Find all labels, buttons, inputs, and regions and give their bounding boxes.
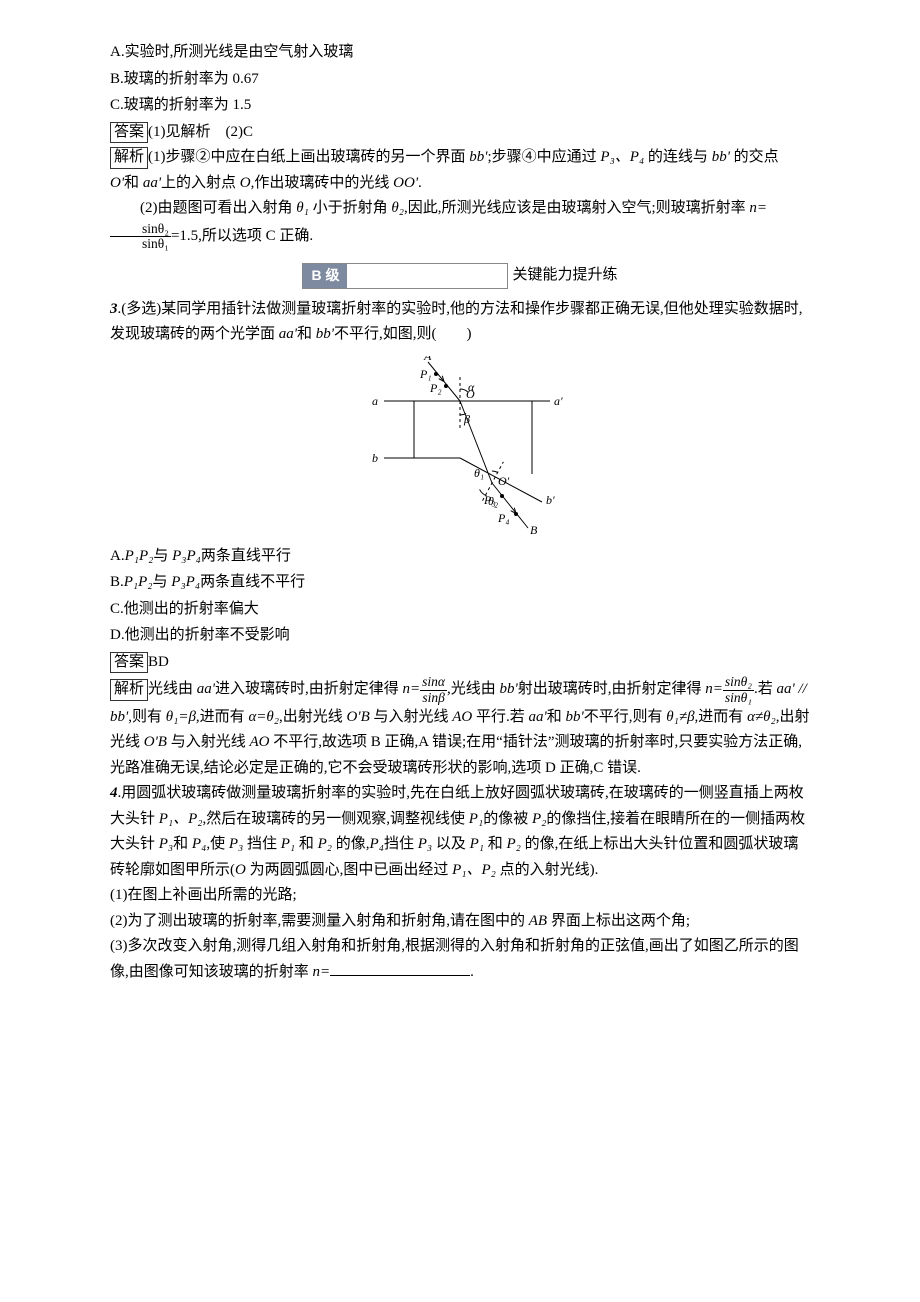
- q3-answer: 答案BD: [110, 650, 810, 676]
- blank-input: [330, 960, 470, 976]
- fraction: sinθ₂sinθ₁: [110, 222, 171, 251]
- q2-option-c: C.玻璃的折射率为 1.5: [110, 93, 810, 119]
- svg-text:θ₂: θ₂: [488, 494, 498, 508]
- svg-text:a': a': [554, 394, 563, 408]
- q3-option-a: A.P₁P₂与 P₃P₄两条直线平行: [110, 544, 810, 570]
- svg-text:b': b': [546, 493, 555, 507]
- q3-option-d: D.他测出的折射率不受影响: [110, 623, 810, 649]
- svg-text:B: B: [530, 523, 538, 536]
- q4-sub2: (2)为了测出玻璃的折射率,需要测量入射角和折射角,请在图中的 AB 界面上标出…: [110, 909, 810, 935]
- svg-text:P₂: P₂: [429, 381, 442, 395]
- explain-label: 解析: [110, 679, 148, 701]
- svg-text:a: a: [372, 394, 378, 408]
- q2-answer-text: (1)见解析 (2)C: [148, 124, 253, 140]
- q2-explanation-2: (2)由题图可看出入射角 θ₁ 小于折射角 θ₂,因此,所测光线应该是由玻璃射入…: [110, 196, 810, 251]
- q2-answer: 答案(1)见解析 (2)C: [110, 120, 810, 146]
- q3-stem: 3.(多选)某同学用插针法做测量玻璃折射率的实验时,他的方法和操作步骤都正确无误…: [110, 297, 810, 348]
- q3-explanation: 解析光线由 aa'进入玻璃砖时,由折射定律得 n=sinαsinβ,光线由 bb…: [110, 675, 810, 781]
- level-tag: B 级: [303, 264, 347, 288]
- q2-option-a: A.实验时,所测光线是由空气射入玻璃: [110, 40, 810, 66]
- svg-text:α: α: [468, 380, 475, 394]
- q4-sub3: (3)多次改变入射角,测得几组入射角和折射角,根据测得的入射角和折射角的正弦值,…: [110, 934, 810, 985]
- q3-option-c: C.他测出的折射率偏大: [110, 597, 810, 623]
- level-label: 关键能力提升练: [512, 267, 617, 283]
- q2-explanation: 解析(1)步骤②中应在白纸上画出玻璃砖的另一个界面 bb';步骤④中应通过 P₃…: [110, 145, 810, 196]
- svg-text:A: A: [423, 356, 432, 363]
- q3-answer-text: BD: [148, 654, 169, 670]
- q4-sub1: (1)在图上补画出所需的光路;: [110, 883, 810, 909]
- level-banner: B 级 关键能力提升练: [110, 263, 810, 289]
- q3-diagram: aa'bb'ABP₁P₂P₃P₄OO'αβθ₁θ₂: [340, 356, 580, 536]
- svg-text:b: b: [372, 451, 378, 465]
- q4-stem: 4.用圆弧状玻璃砖做测量玻璃折射率的实验时,先在白纸上放好圆弧状玻璃砖,在玻璃砖…: [110, 781, 810, 883]
- answer-label: 答案: [110, 652, 148, 674]
- svg-text:P₁: P₁: [419, 367, 432, 381]
- svg-text:θ₁: θ₁: [474, 466, 484, 480]
- svg-text:O': O': [498, 474, 510, 488]
- svg-text:β: β: [463, 412, 470, 426]
- answer-label: 答案: [110, 122, 148, 144]
- svg-text:P₄: P₄: [497, 511, 510, 525]
- q2-option-b: B.玻璃的折射率为 0.67: [110, 67, 810, 93]
- q3-option-b: B.P₁P₂与 P₃P₄两条直线不平行: [110, 570, 810, 596]
- explain-label: 解析: [110, 147, 148, 169]
